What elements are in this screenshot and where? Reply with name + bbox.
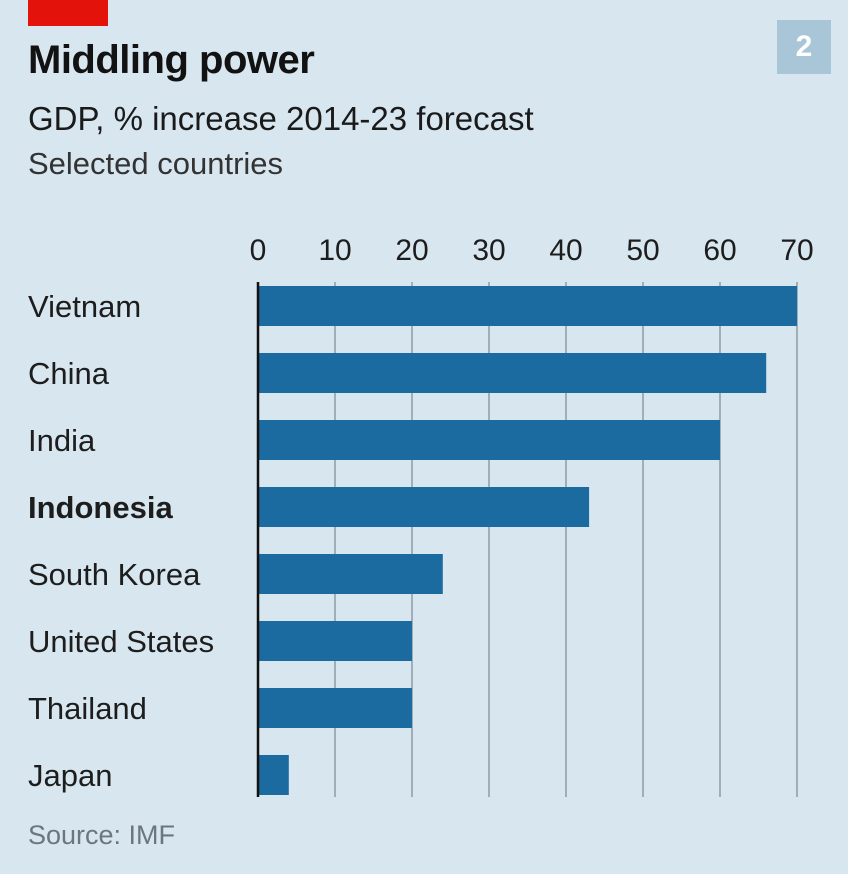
category-label: South Korea xyxy=(28,557,201,592)
bar-china xyxy=(258,353,767,393)
x-tick-label: 30 xyxy=(472,234,505,267)
category-label: Indonesia xyxy=(28,490,173,525)
x-tick-label: 50 xyxy=(626,234,659,267)
bar-indonesia xyxy=(258,487,590,527)
chart-number-badge: 2 xyxy=(777,20,831,74)
bar-vietnam xyxy=(258,286,797,326)
x-tick-label: 20 xyxy=(395,234,428,267)
bar-india xyxy=(258,420,720,460)
x-tick-label: 40 xyxy=(549,234,582,267)
bar-united-states xyxy=(258,621,412,661)
brand-red-tag xyxy=(28,0,108,26)
chart-title: Middling power xyxy=(28,38,315,82)
x-tick-label: 60 xyxy=(703,234,736,267)
category-label: Thailand xyxy=(28,691,147,726)
category-label: Japan xyxy=(28,758,112,793)
category-label: India xyxy=(28,423,96,458)
chart-subtitle: GDP, % increase 2014-23 forecast xyxy=(28,100,534,137)
category-label: China xyxy=(28,356,110,391)
chart-subsubtitle: Selected countries xyxy=(28,146,284,181)
x-tick-label: 10 xyxy=(318,234,351,267)
bar-japan xyxy=(258,755,289,795)
x-tick-label: 70 xyxy=(780,234,813,267)
x-tick-label: 0 xyxy=(250,234,267,267)
bar-south-korea xyxy=(258,554,443,594)
bar-thailand xyxy=(258,688,412,728)
category-label: United States xyxy=(28,624,214,659)
source-note: Source: IMF xyxy=(28,820,176,850)
category-label: Vietnam xyxy=(28,289,141,324)
